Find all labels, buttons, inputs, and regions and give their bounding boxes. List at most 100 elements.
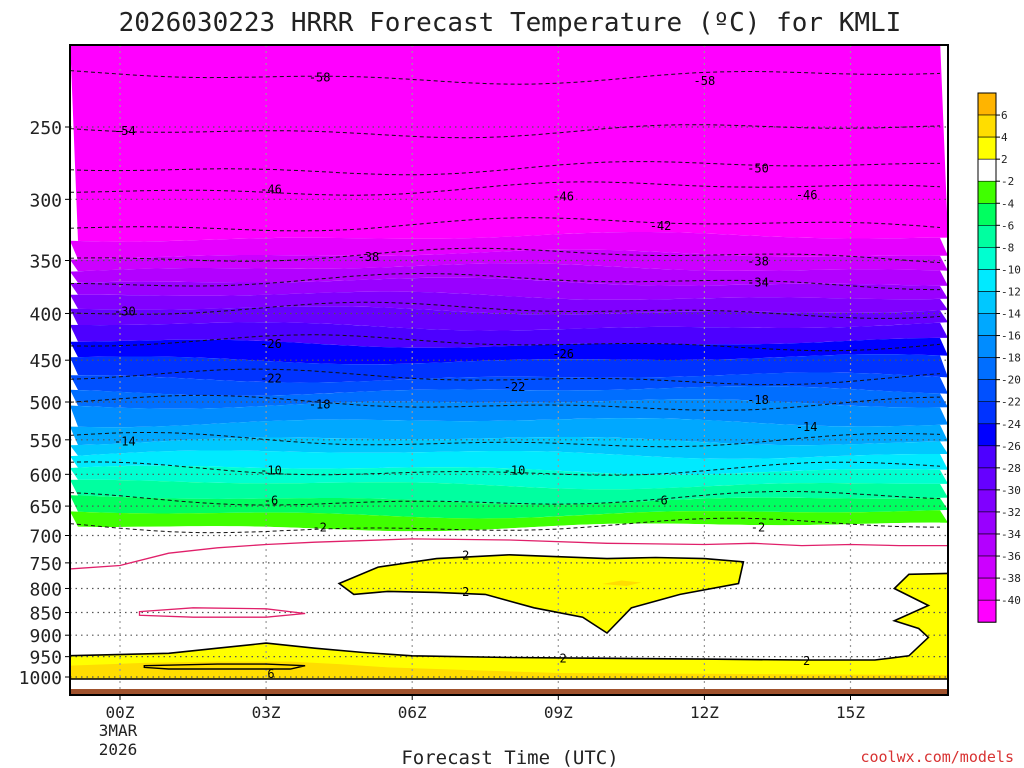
y-tick-label-800: 800 [29, 579, 62, 600]
isotherm-label--30-0: -30 [114, 304, 136, 318]
colorbar-label--38: -38 [1001, 572, 1021, 585]
x-tick-label-03Z: 03Z [252, 703, 281, 722]
isotherm-label--46-1: -46 [552, 189, 574, 203]
colorbar-swatch--30 [977, 467, 997, 491]
colorbar-label--8: -8 [1001, 241, 1014, 254]
temp-band--8-to--6 [70, 479, 948, 505]
y-tick-label-500: 500 [29, 393, 62, 414]
plot-area [70, 45, 948, 695]
plot-frame [69, 44, 949, 696]
freezing-line [70, 538, 948, 570]
colorbar-swatch--10 [977, 247, 997, 270]
y-tick-label-400: 400 [29, 304, 62, 325]
isotherm-label--54-0: -54 [114, 124, 136, 138]
warm-region-base [70, 661, 948, 679]
temp-band--24-to--22 [70, 354, 948, 383]
x-tick-label-15Z: 15Z [836, 703, 865, 722]
isotherm-line--46 [70, 181, 941, 196]
isotherm-labels: -58 -58-54-50-46 -46 -46-42-38 -38-34-30-26-… [114, 70, 817, 681]
temp-band--6-to--4 [70, 495, 948, 519]
isotherm-line-6 [143, 663, 306, 670]
colorbar-label--22: -22 [1001, 396, 1021, 409]
temp-band--14-to--12 [70, 437, 948, 459]
colorbar-swatch--28 [977, 445, 997, 469]
temp-band--38-to--36 [70, 249, 948, 272]
colorbar-swatch--6 [977, 203, 997, 226]
x-date-line-2: 2026 [99, 740, 138, 759]
colorbar-label--18: -18 [1001, 352, 1021, 365]
isotherm-label-2-1: 2 [462, 585, 469, 599]
isotherm-line--54 [70, 124, 941, 139]
isotherm-line--42 [70, 217, 941, 232]
isotherm-label--38-1: -38 [747, 254, 769, 268]
colorbar-label--20: -20 [1001, 374, 1021, 387]
x-axis-label: Forecast Time (UTC) [401, 747, 618, 768]
y-tick-label-1000: 1000 [19, 668, 62, 689]
isotherm-line-2-warm-region-lower [70, 572, 948, 680]
colorbar-label--32: -32 [1001, 506, 1021, 519]
colorbar-label--6: -6 [1001, 219, 1014, 232]
temp-band--28-to--26 [70, 322, 948, 348]
isotherm-label--14-0: -14 [114, 435, 136, 449]
y-tick-label-900: 900 [29, 626, 62, 647]
x-tick-label-00Z: 00Z [106, 703, 135, 722]
isotherm-line--18 [70, 394, 941, 411]
isotherm-label-2-3: 2 [803, 654, 810, 668]
isotherm-label--14-1: -14 [796, 420, 818, 434]
isotherm-label--6-0: -6 [264, 493, 278, 507]
above-freezing-fill [70, 554, 948, 679]
temp-band--42-to--40 [70, 45, 948, 242]
isotherm-label--22-1: -22 [504, 380, 526, 394]
isotherm-label--2-0: -2 [312, 520, 326, 534]
colorbar-label--12: -12 [1001, 285, 1021, 298]
colorbar-swatch--36 [977, 533, 997, 557]
isotherm-line--14 [70, 432, 941, 448]
colorbar-swatch--42 [977, 599, 997, 623]
isotherm-label--10-0: -10 [260, 464, 282, 478]
freezing-loop [138, 607, 306, 618]
colorbar-label--34: -34 [1001, 528, 1021, 541]
isotherm-label-6-0: 6 [267, 667, 274, 681]
isotherm-label-2-0: 2 [462, 548, 469, 562]
colorbar-swatch--14 [977, 291, 997, 314]
isotherm-lines [70, 70, 948, 680]
colorbar-swatch--2 [977, 158, 997, 182]
isotherm-label-2-2: 2 [560, 651, 567, 665]
isotherm-label--42-0: -42 [650, 219, 672, 233]
isotherm-label--58-1: -58 [694, 74, 716, 88]
isotherm-label--26-1: -26 [552, 347, 574, 361]
isotherm-line--50 [70, 161, 940, 176]
isotherm-label--46-0: -46 [260, 183, 282, 197]
isotherm-label--46-2: -46 [796, 188, 818, 202]
temp-band--22-to--20 [70, 372, 948, 396]
y-tick-label-750: 750 [29, 554, 62, 575]
colorbar-label--2: -2 [1001, 175, 1014, 188]
temp-band--4-to--2 [70, 510, 948, 532]
colorbar-label-2: 2 [1001, 153, 1008, 166]
surface-ground [70, 689, 948, 695]
y-tick-label-350: 350 [29, 251, 62, 272]
credit-text: coolwx.com/models [860, 748, 1014, 766]
isotherm-label--18-1: -18 [747, 393, 769, 407]
colorbar-label--28: -28 [1001, 462, 1021, 475]
colorbar-label-6: 6 [1001, 109, 1008, 122]
colorbar-swatch-2 [977, 136, 997, 160]
warm-region-spot [602, 580, 642, 586]
temp-band--30-to--28 [70, 306, 948, 331]
x-tick-label-12Z: 12Z [690, 703, 719, 722]
isotherm-line--10 [70, 461, 941, 476]
colorbar-swatch-6 [977, 92, 997, 116]
temp-band--34-to--32 [70, 277, 948, 300]
y-tick-label-300: 300 [29, 190, 62, 211]
colorbar-swatch--38 [977, 555, 997, 579]
isotherm-line--58 [70, 70, 941, 85]
grid-lines [70, 45, 948, 695]
y-tick-label-250: 250 [29, 118, 62, 139]
colorbar-swatch-4 [977, 114, 997, 138]
colorbar-swatch--34 [977, 511, 997, 535]
isotherm-label--34-0: -34 [747, 275, 769, 289]
isotherm-label--18-0: -18 [309, 398, 331, 412]
warm-region-lower [70, 573, 948, 679]
isotherm-line--6 [70, 491, 941, 506]
